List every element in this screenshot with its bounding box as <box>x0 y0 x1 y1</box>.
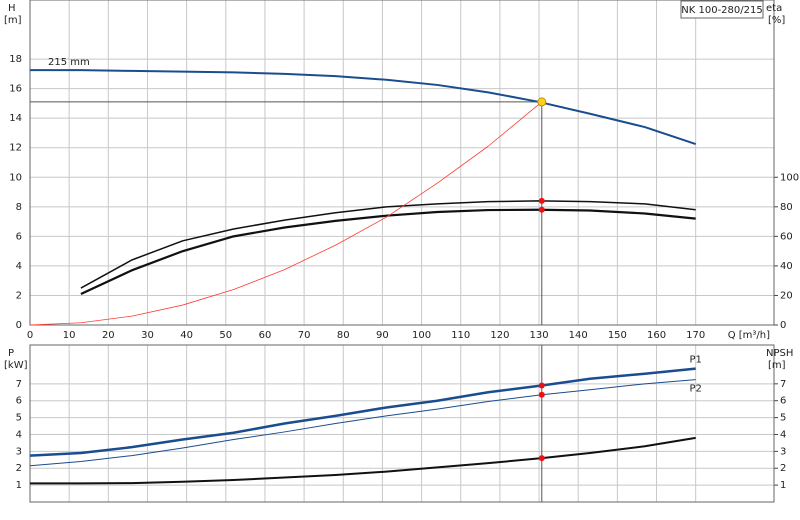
y-tick-label: 6 <box>16 396 22 407</box>
y-tick-label: 1 <box>16 480 22 491</box>
x-tick-label: 150 <box>608 330 627 341</box>
y-axis-label: P <box>8 348 14 359</box>
y2-tick-label: 4 <box>780 429 786 440</box>
operating-point <box>537 97 547 107</box>
curve <box>30 436 696 485</box>
operating-point <box>538 391 545 398</box>
x-tick-label: 120 <box>490 330 509 341</box>
y-tick-label: 16 <box>9 84 22 95</box>
y-tick-label: 5 <box>16 413 22 424</box>
y2-tick-label: 100 <box>780 172 799 183</box>
x-tick-label: 30 <box>141 330 154 341</box>
y-tick-label: 10 <box>9 172 22 183</box>
y-tick-label: 14 <box>9 113 22 124</box>
y-tick-label: 4 <box>16 429 22 440</box>
operating-point <box>538 206 545 213</box>
y2-tick-label: 20 <box>780 290 793 301</box>
x-tick-label: 10 <box>63 330 76 341</box>
y2-tick-label: 7 <box>780 379 786 390</box>
plot-frame <box>29 0 775 326</box>
x-tick-label: 80 <box>337 330 350 341</box>
y2-axis-label: NPSH <box>766 348 793 359</box>
plot-frame <box>29 344 775 503</box>
model-label: NK 100-280/215 <box>681 5 762 16</box>
x-tick-label: 110 <box>451 330 470 341</box>
y-tick-label: 8 <box>16 202 22 213</box>
y2-tick-label: 1 <box>780 480 786 491</box>
x-tick-label: 20 <box>102 330 115 341</box>
y-tick-label: 12 <box>9 143 22 154</box>
x-tick-label: 50 <box>219 330 232 341</box>
y-tick-label: 2 <box>16 290 22 301</box>
y2-tick-label: 6 <box>780 396 786 407</box>
y-tick-label: 2 <box>16 463 22 474</box>
model-box <box>680 0 764 19</box>
curve <box>80 200 696 289</box>
operating-point <box>538 197 545 204</box>
y2-tick-label: 2 <box>780 463 786 474</box>
y2-tick-label: 0 <box>780 320 786 331</box>
curve <box>80 208 696 295</box>
operating-point <box>538 455 545 462</box>
y-axis-unit: [kW] <box>4 360 28 371</box>
x-tick-label: 60 <box>259 330 272 341</box>
x-axis-label: Q [m³/h] <box>728 330 770 341</box>
curve <box>29 379 696 467</box>
y2-axis-unit: [%] <box>768 15 785 26</box>
y2-tick-label: 80 <box>780 202 793 213</box>
y-tick-label: 4 <box>16 261 22 272</box>
y-tick-label: 3 <box>16 446 22 457</box>
y-axis-label: H <box>8 3 16 14</box>
x-tick-label: 170 <box>686 330 705 341</box>
series-label: P1 <box>689 355 701 366</box>
curve <box>29 101 543 326</box>
y-tick-label: 6 <box>16 231 22 242</box>
x-tick-label: 130 <box>530 330 549 341</box>
x-tick-label: 40 <box>180 330 193 341</box>
y-tick-label: 0 <box>16 320 22 331</box>
x-tick-label: 90 <box>376 330 389 341</box>
operating-point <box>538 382 545 389</box>
curve <box>30 69 696 145</box>
y-tick-label: 18 <box>9 54 22 65</box>
series-label: P2 <box>689 384 701 395</box>
x-tick-label: 0 <box>27 330 33 341</box>
curve <box>29 367 696 457</box>
y2-tick-label: 5 <box>780 413 786 424</box>
y2-axis-unit: [m] <box>768 360 786 371</box>
y-axis-unit: [m] <box>4 15 22 26</box>
y2-axis-label: eta <box>766 3 782 14</box>
y2-tick-label: 40 <box>780 261 793 272</box>
y-tick-label: 7 <box>16 379 22 390</box>
x-tick-label: 160 <box>647 330 666 341</box>
series-label: 215 mm <box>48 57 90 68</box>
x-tick-label: 70 <box>298 330 311 341</box>
y2-tick-label: 3 <box>780 446 786 457</box>
x-tick-label: 100 <box>412 330 431 341</box>
y2-tick-label: 60 <box>780 231 793 242</box>
x-tick-label: 140 <box>569 330 588 341</box>
